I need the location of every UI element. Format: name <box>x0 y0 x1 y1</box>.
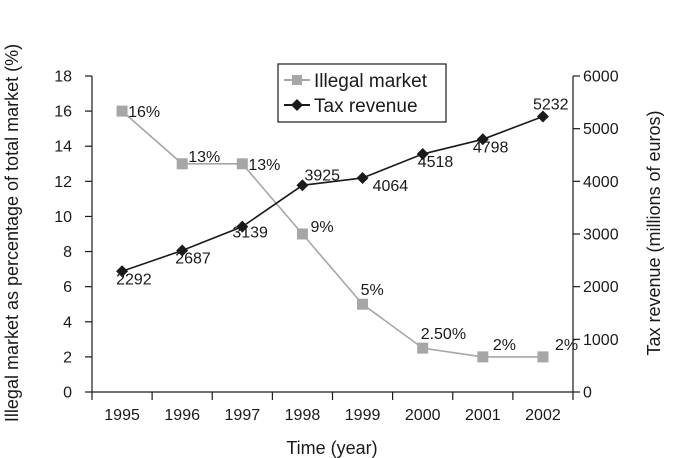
data-point-tax-revenue <box>116 265 129 278</box>
data-label-tax-revenue: 4798 <box>473 139 509 156</box>
x-axis-title: Time (year) <box>286 438 377 458</box>
x-tick-label: 2000 <box>405 407 441 424</box>
data-point-illegal-market <box>357 298 369 310</box>
x-tick-label: 1998 <box>285 407 321 424</box>
y-tick-label-left: 4 <box>63 314 72 331</box>
data-label-illegal-market: 13% <box>248 157 280 174</box>
series-markers-layer <box>116 105 549 363</box>
data-point-tax-revenue <box>416 148 429 161</box>
data-label-illegal-market: 16% <box>128 104 160 121</box>
x-tick-label: 1997 <box>225 407 261 424</box>
y-tick-label-left: 12 <box>54 174 72 191</box>
data-point-tax-revenue <box>536 110 549 123</box>
y-tick-label-left: 8 <box>63 244 72 261</box>
x-tick-label: 2002 <box>525 407 561 424</box>
y-tick-label-right: 5000 <box>583 121 619 138</box>
data-point-illegal-market <box>176 158 188 170</box>
y-tick-label-right: 4000 <box>583 174 619 191</box>
data-label-illegal-market: 5% <box>361 282 384 299</box>
data-point-tax-revenue <box>296 179 309 192</box>
data-point-illegal-market <box>537 351 549 363</box>
y-tick-label-right: 0 <box>583 385 592 402</box>
legend-box <box>277 63 447 123</box>
data-label-tax-revenue: 4064 <box>373 178 409 195</box>
x-tick-label: 1999 <box>345 407 381 424</box>
x-tick-label: 2001 <box>465 407 501 424</box>
y-tick-label-right: 6000 <box>583 69 619 86</box>
y-axis-title-right: Tax revenue (millions of euros) <box>644 110 664 355</box>
data-point-illegal-market <box>116 105 128 117</box>
y-tick-label-right: 3000 <box>583 227 619 244</box>
data-point-tax-revenue <box>176 244 189 257</box>
data-label-illegal-market: 2% <box>493 337 516 354</box>
series-lines-layer <box>121 110 544 358</box>
y-tick-label-left: 16 <box>54 104 72 121</box>
legend-label-tax-revenue: Tax revenue <box>314 96 418 117</box>
data-label-tax-revenue: 3925 <box>304 167 340 184</box>
data-point-illegal-market <box>417 342 429 354</box>
y-tick-label-left: 2 <box>63 349 72 366</box>
y-tick-label-left: 18 <box>54 69 72 86</box>
data-label-illegal-market: 2.50% <box>421 326 466 343</box>
y-tick-label-left: 0 <box>63 385 72 402</box>
data-point-illegal-market <box>477 351 489 363</box>
data-label-tax-revenue: 5232 <box>533 96 569 113</box>
x-tick-label: 1995 <box>104 407 140 424</box>
series-line-illegal-market <box>121 110 543 358</box>
data-point-illegal-market <box>296 228 308 240</box>
y-tick-label-left: 10 <box>54 209 72 226</box>
data-labels-layer: 16% 13% 13% 9% 5% 2.50% 2% 2% 2292 2687 3139 3925 40… <box>116 96 578 353</box>
y-axis-title-left: Illegal market as percentage of total ma… <box>2 44 22 422</box>
data-label-tax-revenue: 2292 <box>116 271 152 288</box>
data-point-illegal-market <box>236 158 248 170</box>
data-label-tax-revenue: 2687 <box>175 250 211 267</box>
legend: Illegal market Tax revenue <box>277 63 447 123</box>
data-label-tax-revenue: 3139 <box>232 225 268 242</box>
data-point-tax-revenue <box>476 133 489 146</box>
y-tick-label-left: 14 <box>54 139 72 156</box>
y-tick-label-right: 1000 <box>583 332 619 349</box>
data-label-illegal-market: 9% <box>310 219 333 236</box>
data-label-tax-revenue: 4518 <box>418 154 454 171</box>
data-point-tax-revenue <box>356 171 369 184</box>
data-label-illegal-market: 13% <box>188 149 220 166</box>
axes-layer: 0 2 4 6 8 10 12 14 16 18 0 1000 2000 3000 4000 5000 6000… <box>54 69 618 425</box>
legend-marker-illegal-market <box>292 75 302 85</box>
legend-label-illegal-market: Illegal market <box>314 71 428 92</box>
legend-marker-tax-revenue <box>291 99 303 111</box>
data-point-tax-revenue <box>236 220 249 233</box>
data-label-illegal-market: 2% <box>555 337 578 354</box>
y-tick-label-right: 2000 <box>583 279 619 296</box>
series-line-tax-revenue <box>121 115 544 273</box>
x-tick-label: 1996 <box>164 407 200 424</box>
y-tick-label-left: 6 <box>63 279 72 296</box>
